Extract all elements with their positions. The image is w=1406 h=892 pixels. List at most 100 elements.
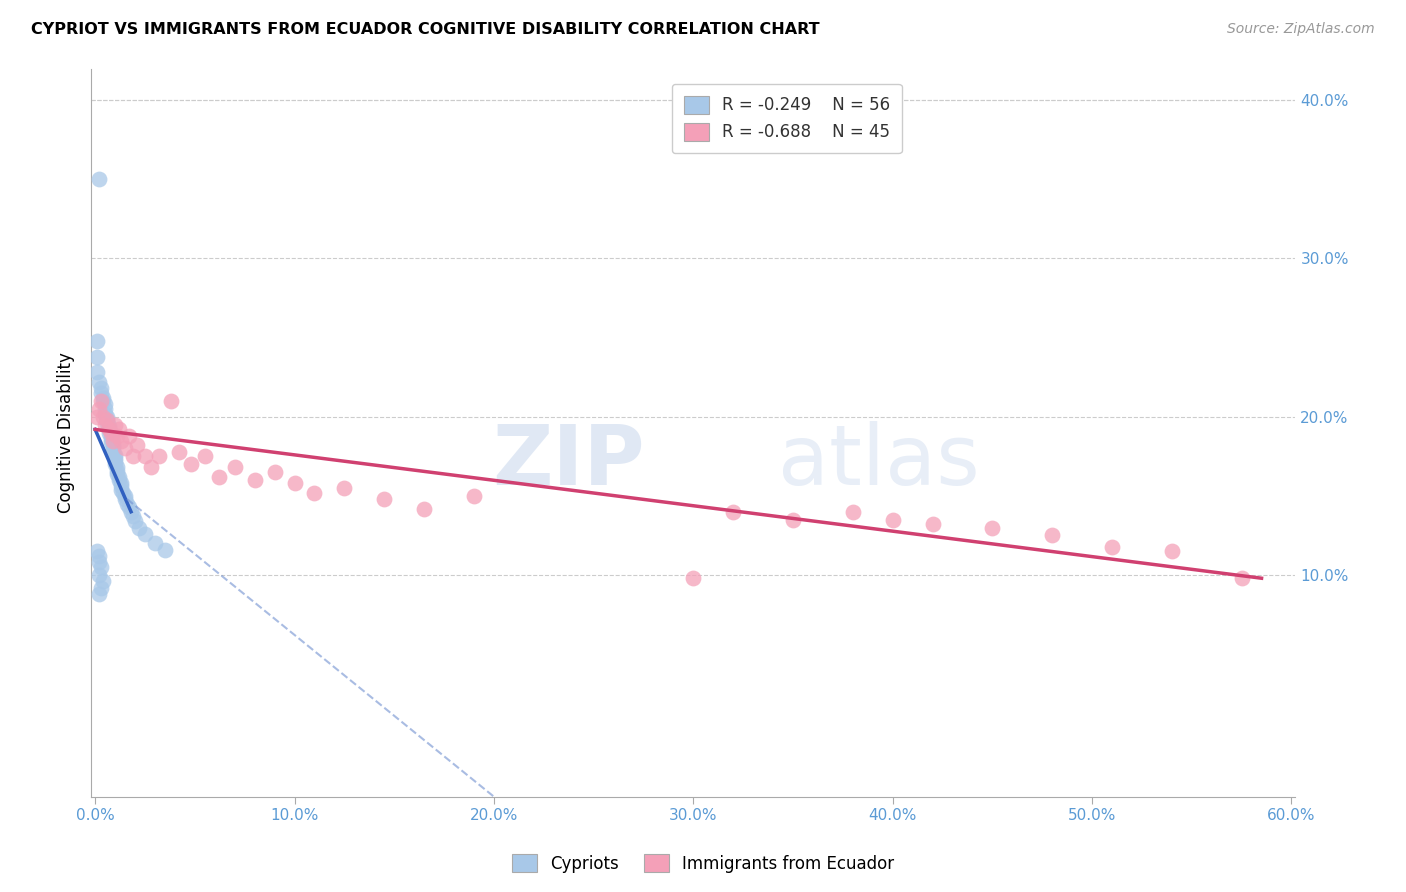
Point — [1040, 528, 1063, 542]
Point — [921, 517, 943, 532]
Point — [91, 409, 114, 424]
Point — [118, 500, 141, 514]
Point — [118, 429, 141, 443]
Point — [105, 460, 128, 475]
Point — [842, 505, 865, 519]
Point — [134, 527, 156, 541]
Point — [89, 587, 111, 601]
Point — [304, 485, 326, 500]
Text: ZIP: ZIP — [492, 421, 645, 502]
Point — [110, 483, 132, 497]
Point — [100, 425, 122, 440]
Point — [104, 450, 127, 465]
Point — [89, 172, 111, 186]
Point — [94, 401, 117, 416]
Point — [122, 509, 145, 524]
Point — [128, 520, 150, 534]
Point — [101, 442, 124, 456]
Point — [180, 457, 202, 471]
Point — [86, 409, 108, 424]
Point — [101, 444, 124, 458]
Point — [104, 454, 127, 468]
Point — [86, 544, 108, 558]
Point — [125, 438, 148, 452]
Point — [98, 419, 121, 434]
Point — [108, 473, 131, 487]
Point — [94, 407, 117, 421]
Point — [463, 489, 485, 503]
Point — [108, 470, 131, 484]
Text: CYPRIOT VS IMMIGRANTS FROM ECUADOR COGNITIVE DISABILITY CORRELATION CHART: CYPRIOT VS IMMIGRANTS FROM ECUADOR COGNI… — [31, 22, 820, 37]
Point — [90, 386, 112, 401]
Point — [134, 450, 156, 464]
Point — [101, 434, 124, 448]
Point — [160, 393, 183, 408]
Point — [89, 549, 111, 563]
Point — [90, 381, 112, 395]
Point — [89, 555, 111, 569]
Point — [114, 442, 136, 456]
Point — [1101, 540, 1123, 554]
Point — [94, 397, 117, 411]
Point — [98, 422, 121, 436]
Point — [1230, 571, 1253, 585]
Point — [194, 450, 217, 464]
Point — [94, 417, 117, 432]
Point — [96, 409, 118, 424]
Point — [104, 417, 127, 432]
Point — [208, 470, 231, 484]
Y-axis label: Cognitive Disability: Cognitive Disability — [58, 352, 75, 513]
Text: Source: ZipAtlas.com: Source: ZipAtlas.com — [1227, 22, 1375, 37]
Point — [105, 467, 128, 481]
Point — [139, 460, 162, 475]
Point — [682, 571, 704, 585]
Legend: Cypriots, Immigrants from Ecuador: Cypriots, Immigrants from Ecuador — [505, 847, 901, 880]
Point — [91, 574, 114, 589]
Point — [124, 514, 146, 528]
Point — [263, 465, 285, 479]
Point — [114, 489, 136, 503]
Point — [91, 393, 114, 408]
Point — [86, 366, 108, 380]
Point — [153, 542, 176, 557]
Point — [91, 391, 114, 405]
Point — [115, 497, 138, 511]
Point — [105, 429, 128, 443]
Point — [413, 501, 436, 516]
Point — [721, 505, 744, 519]
Point — [105, 464, 128, 478]
Point — [89, 401, 111, 416]
Point — [112, 485, 135, 500]
Point — [98, 422, 121, 436]
Point — [110, 479, 132, 493]
Point — [120, 505, 142, 519]
Point — [110, 476, 132, 491]
Point — [100, 435, 122, 450]
Point — [243, 473, 266, 487]
Point — [283, 476, 305, 491]
Text: atlas: atlas — [778, 421, 980, 502]
Point — [100, 429, 122, 443]
Point — [782, 513, 804, 527]
Point — [224, 460, 246, 475]
Point — [100, 432, 122, 446]
Point — [90, 393, 112, 408]
Point — [90, 581, 112, 595]
Point — [143, 536, 166, 550]
Point — [86, 334, 108, 348]
Point — [148, 450, 170, 464]
Point — [104, 457, 127, 471]
Point — [86, 350, 108, 364]
Point — [1160, 544, 1182, 558]
Point — [122, 450, 145, 464]
Point — [108, 422, 131, 436]
Point — [114, 492, 136, 507]
Point — [90, 560, 112, 574]
Legend: R = -0.249    N = 56, R = -0.688    N = 45: R = -0.249 N = 56, R = -0.688 N = 45 — [672, 84, 901, 153]
Point — [882, 513, 904, 527]
Point — [98, 425, 121, 440]
Point — [96, 413, 118, 427]
Point — [110, 434, 132, 448]
Point — [89, 568, 111, 582]
Point — [96, 413, 118, 427]
